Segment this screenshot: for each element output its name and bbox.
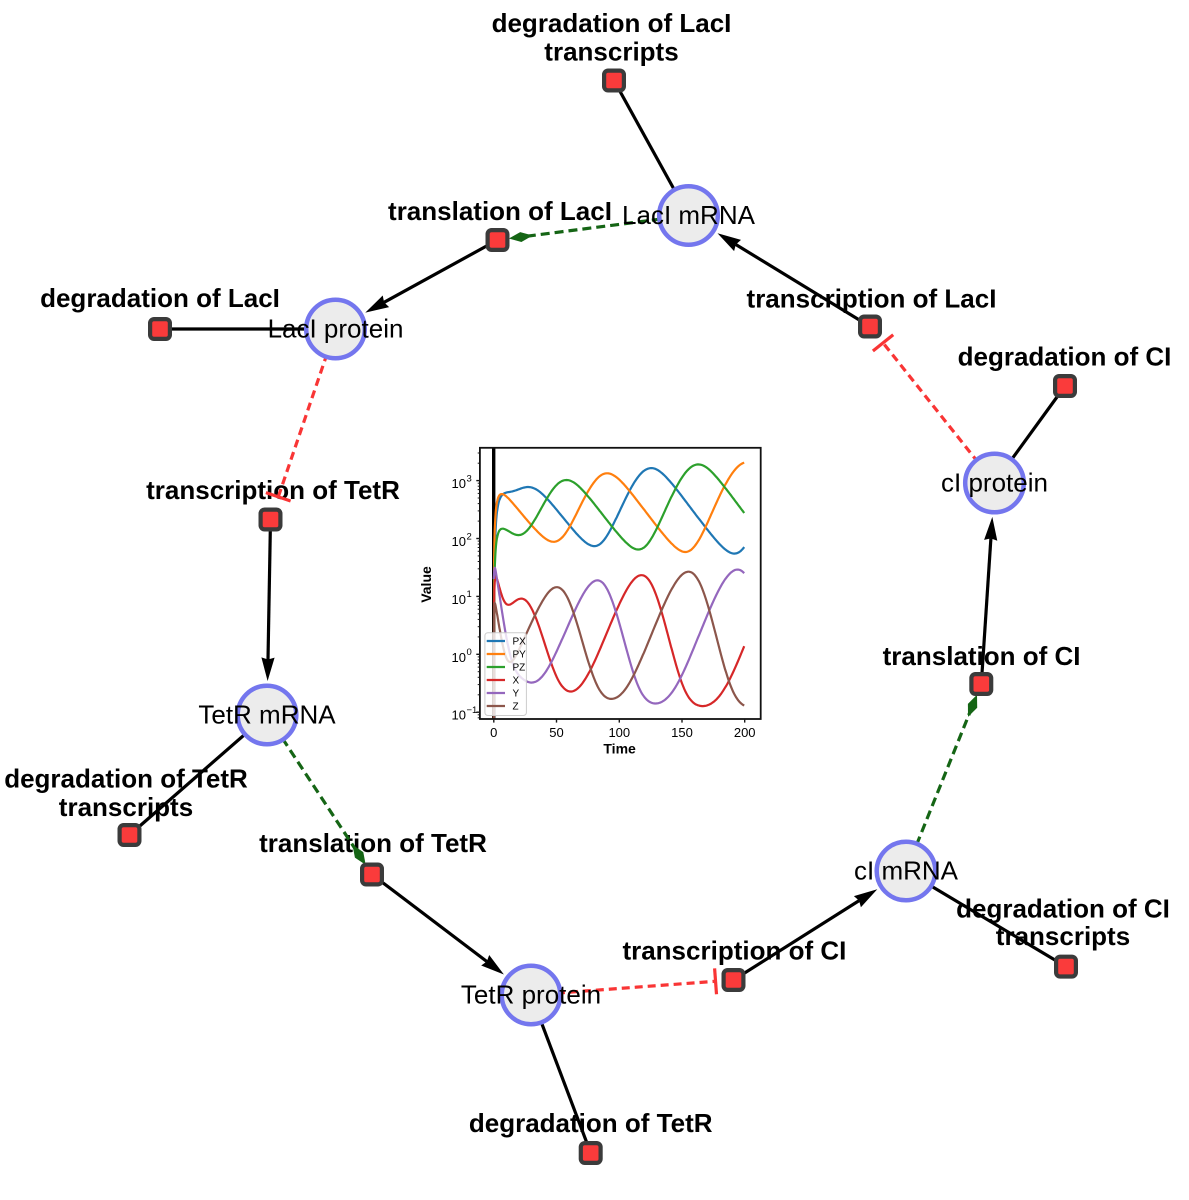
- svg-text:TetR protein: TetR protein: [461, 980, 601, 1010]
- svg-text:10: 10: [452, 534, 466, 549]
- svg-text:degradation of LacI: degradation of LacI: [492, 8, 732, 38]
- svg-text:50: 50: [549, 725, 563, 740]
- svg-text:TetR mRNA: TetR mRNA: [198, 700, 336, 730]
- svg-text:degradation of TetR: degradation of TetR: [4, 764, 248, 794]
- svg-text:0: 0: [467, 647, 472, 658]
- svg-text:10: 10: [452, 650, 466, 665]
- svg-text:transcription of TetR: transcription of TetR: [146, 475, 400, 505]
- svg-text:Value: Value: [418, 566, 434, 603]
- svg-text:degradation of CI: degradation of CI: [956, 894, 1170, 924]
- svg-text:degradation of LacI: degradation of LacI: [40, 283, 280, 313]
- svg-text:2: 2: [467, 531, 472, 542]
- svg-text:degradation of TetR: degradation of TetR: [469, 1108, 713, 1138]
- svg-text:10: 10: [452, 592, 466, 607]
- svg-text:200: 200: [734, 725, 756, 740]
- svg-text:cI mRNA: cI mRNA: [854, 856, 959, 886]
- svg-text:150: 150: [671, 725, 693, 740]
- svg-text:1: 1: [467, 589, 472, 600]
- svg-text:10: 10: [452, 708, 466, 723]
- svg-text:transcripts: transcripts: [996, 921, 1130, 951]
- svg-text:PZ: PZ: [513, 663, 526, 674]
- svg-text:translation of LacI: translation of LacI: [388, 196, 612, 226]
- svg-text:LacI protein: LacI protein: [268, 314, 404, 344]
- svg-text:transcription of LacI: transcription of LacI: [747, 284, 997, 314]
- svg-text:PX: PX: [513, 637, 527, 648]
- svg-text:transcripts: transcripts: [544, 37, 678, 67]
- svg-text:LacI mRNA: LacI mRNA: [622, 200, 756, 230]
- svg-text:Time: Time: [603, 741, 636, 757]
- svg-text:translation of TetR: translation of TetR: [259, 828, 487, 858]
- svg-text:degradation of CI: degradation of CI: [958, 342, 1172, 372]
- svg-text:0: 0: [490, 725, 497, 740]
- svg-text:transcription of CI: transcription of CI: [622, 936, 846, 966]
- svg-text:X: X: [513, 676, 520, 687]
- svg-text:Z: Z: [513, 702, 519, 713]
- svg-text:cI protein: cI protein: [941, 468, 1048, 498]
- svg-text:PY: PY: [513, 650, 527, 661]
- svg-text:10: 10: [452, 476, 466, 491]
- svg-text:Y: Y: [513, 689, 520, 700]
- svg-text:3: 3: [467, 473, 472, 484]
- svg-text:100: 100: [608, 725, 630, 740]
- svg-text:−1: −1: [467, 705, 478, 716]
